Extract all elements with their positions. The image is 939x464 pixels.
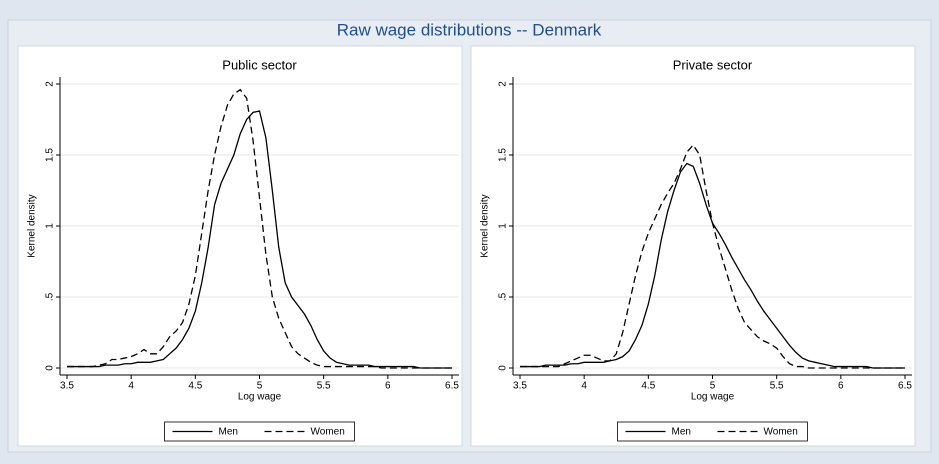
- y-axis-title: Kernel density: [27, 194, 38, 257]
- legend-box: [164, 421, 355, 442]
- legend-label: Men: [219, 427, 238, 438]
- x-tick-label: 4.5: [188, 381, 202, 392]
- legend-label: Women: [311, 427, 345, 438]
- x-tick-label: 6.5: [898, 381, 912, 392]
- y-tick-label: 1.5: [45, 148, 56, 162]
- x-tick-label: 6: [385, 381, 391, 392]
- y-tick-label: 1: [498, 223, 509, 229]
- x-tick-label: 5.5: [317, 381, 331, 392]
- y-tick-label: 1: [45, 223, 56, 229]
- y-tick-label: 1.5: [498, 148, 509, 162]
- x-tick-label: 5: [257, 381, 263, 392]
- x-tick-label: 3.5: [60, 381, 74, 392]
- y-axis-title: Kernel density: [480, 194, 491, 257]
- y-tick-label: 2: [498, 81, 509, 87]
- y-tick-label: 0: [498, 365, 509, 371]
- x-axis-title: Log wage: [238, 392, 282, 403]
- legend-label: Men: [672, 427, 691, 438]
- panel-title: Private sector: [673, 57, 753, 72]
- x-tick-label: 3.5: [513, 381, 527, 392]
- x-tick-label: 4: [128, 381, 134, 392]
- x-tick-label: 5: [710, 381, 716, 392]
- x-tick-label: 6.5: [445, 381, 459, 392]
- y-tick-label: 2: [45, 81, 56, 87]
- panel: [470, 45, 916, 447]
- y-tick-label: .5: [498, 292, 509, 301]
- density-line: [67, 110, 452, 369]
- x-axis-title: Log wage: [691, 392, 735, 403]
- legend-box: [617, 421, 808, 442]
- panel: [17, 45, 463, 447]
- density-line: [67, 88, 452, 369]
- legend-label: Women: [764, 427, 798, 438]
- panel-title: Public sector: [222, 57, 297, 72]
- density-line: [520, 143, 905, 369]
- y-tick-label: 0: [45, 365, 56, 371]
- x-tick-label: 4: [581, 381, 587, 392]
- y-tick-label: .5: [45, 292, 56, 301]
- x-tick-label: 5.5: [770, 381, 784, 392]
- x-tick-label: 4.5: [641, 381, 655, 392]
- x-tick-label: 6: [838, 381, 844, 392]
- figure-title: Raw wage distributions -- Denmark: [337, 20, 602, 39]
